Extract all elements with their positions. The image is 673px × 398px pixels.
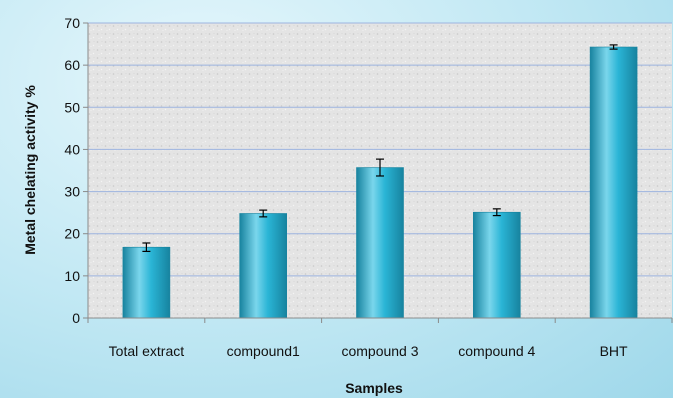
x-tick-label: compound 4 xyxy=(458,343,535,359)
y-tick-label: 60 xyxy=(64,57,80,73)
bar xyxy=(239,213,287,319)
x-tick-label: compound1 xyxy=(227,343,300,359)
bar xyxy=(122,246,171,319)
x-tick-labels: Total extract compound1 compound 3 compound… xyxy=(109,343,628,359)
y-tick-label: 10 xyxy=(64,268,80,284)
bar xyxy=(472,211,521,319)
x-tick-label: BHT xyxy=(600,343,628,359)
y-tick-label: 40 xyxy=(64,141,80,157)
error-bars xyxy=(142,44,618,253)
x-axis-title: Samples xyxy=(345,380,403,396)
y-tick-label: 20 xyxy=(64,226,80,242)
x-tick-label: compound 3 xyxy=(341,343,418,359)
y-tick-labels: 0 10 20 30 40 50 60 70 xyxy=(64,15,80,326)
y-tick-label: 70 xyxy=(64,15,80,31)
y-tick-label: 50 xyxy=(64,99,80,115)
axes xyxy=(83,22,673,323)
y-tick-label: 0 xyxy=(72,310,80,326)
bar xyxy=(589,46,638,319)
bar xyxy=(356,167,404,319)
x-tick-label: Total extract xyxy=(109,343,185,359)
y-tick-label: 30 xyxy=(64,184,80,200)
y-axis-title: Metal chelating activity % xyxy=(22,85,38,255)
